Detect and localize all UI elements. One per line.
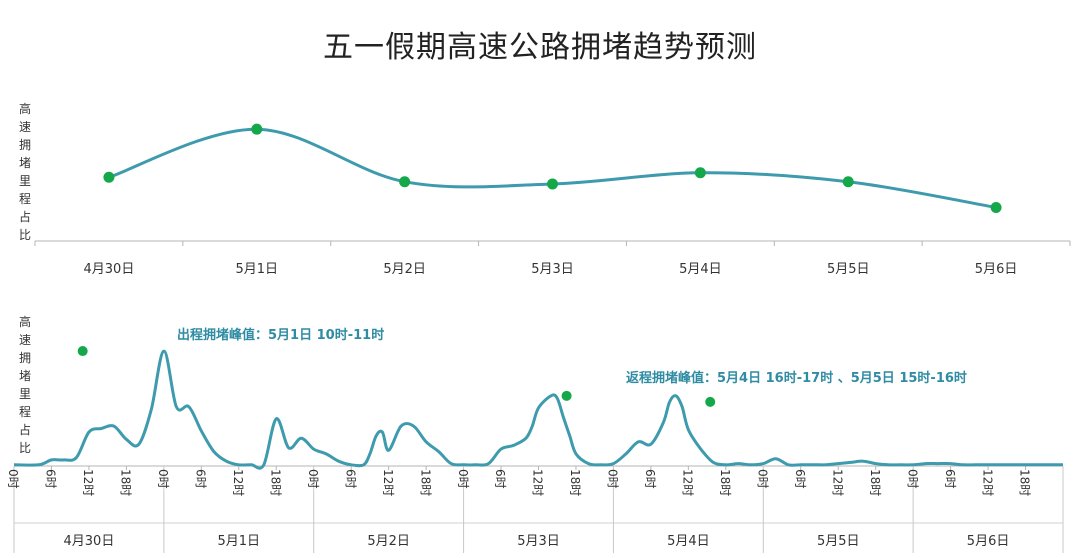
bottom-series-line (13, 349, 1063, 470)
top-x-tick-label: 5月5日 (827, 262, 870, 277)
bottom-peak-point (561, 390, 572, 401)
bottom-hour-tick-label: 12时 (830, 469, 844, 496)
bottom-hour-tick-label: 18时 (568, 469, 582, 496)
bottom-day-label: 5月4日 (667, 534, 710, 549)
top-data-point (399, 176, 411, 188)
bottom-hour-tick-label: 12时 (381, 469, 395, 496)
bottom-day-label: 5月2日 (367, 534, 410, 549)
bottom-hour-tick-label: 18时 (119, 469, 133, 496)
top-x-tick-label: 5月3日 (531, 262, 574, 277)
bottom-hour-tick-label: 18时 (718, 469, 732, 496)
bottom-hour-tick-label: 6时 (793, 469, 807, 489)
top-data-point (990, 201, 1002, 213)
bottom-hour-tick-label: 6时 (493, 469, 507, 489)
bottom-day-label: 4月30日 (64, 534, 115, 549)
top-x-tick-label: 5月2日 (383, 262, 426, 277)
top-data-point (547, 178, 558, 190)
bottom-hour-tick-label: 12时 (980, 469, 994, 496)
top-series-line (108, 127, 997, 209)
bottom-hour-tick-label: 6时 (643, 469, 657, 489)
bottom-hour-tick-label: 18时 (868, 469, 882, 496)
bottom-peak-point (77, 346, 88, 357)
bottom-hour-tick-label: 0时 (905, 469, 919, 489)
bottom-hour-tick-label: 18时 (268, 469, 282, 496)
outbound-peak-annotation: 出程拥堵峰值：5月1日 10时-11时 (177, 327, 384, 343)
top-y-axis-label: 高速拥堵里程占比 (18, 102, 31, 242)
bottom-hour-tick-label: 0时 (306, 469, 320, 489)
bottom-hour-tick-label: 0时 (156, 469, 170, 489)
bottom-hour-tick-label: 0时 (6, 469, 20, 489)
bottom-peak-point (705, 396, 716, 407)
bottom-hour-tick-label: 6时 (194, 469, 208, 489)
top-x-tick-label: 5月1日 (236, 262, 279, 277)
bottom-hour-tick-label: 18时 (418, 469, 432, 496)
top-data-point (103, 171, 115, 183)
bottom-day-label: 5月3日 (517, 534, 560, 549)
bottom-hour-tick-label: 12时 (81, 469, 95, 496)
top-x-tick-label: 5月6日 (975, 262, 1018, 277)
bottom-hour-tick-label: 0时 (755, 469, 769, 489)
bottom-day-label: 5月1日 (218, 534, 261, 549)
return-peak-annotation: 返程拥堵峰值：5月4日 16时-17时 、5月5日 15时-16时 (626, 370, 967, 386)
bottom-hour-tick-label: 12时 (681, 469, 695, 496)
top-x-tick-label: 4月30日 (84, 262, 135, 277)
bottom-hour-tick-label: 18时 (1018, 469, 1032, 496)
chart-title: 五一假期高速公路拥堵趋势预测 (323, 30, 757, 65)
bottom-y-axis-label: 高速拥堵里程占比 (18, 315, 31, 455)
bottom-hour-tick-label: 12时 (531, 469, 545, 496)
bottom-hour-tick-label: 0时 (606, 469, 620, 489)
bottom-hour-tick-label: 6时 (943, 469, 957, 489)
top-data-point (251, 123, 263, 135)
bottom-hour-tick-label: 12时 (231, 469, 245, 496)
bottom-day-label: 5月6日 (967, 534, 1010, 549)
bottom-day-label: 5月5日 (817, 534, 860, 549)
top-x-tick-label: 5月4日 (679, 262, 722, 277)
bottom-hour-tick-label: 0时 (456, 469, 470, 489)
top-data-point (694, 167, 706, 179)
bottom-hour-tick-label: 6时 (343, 469, 357, 489)
bottom-hour-tick-label: 6时 (44, 469, 58, 489)
top-data-point (842, 176, 854, 188)
